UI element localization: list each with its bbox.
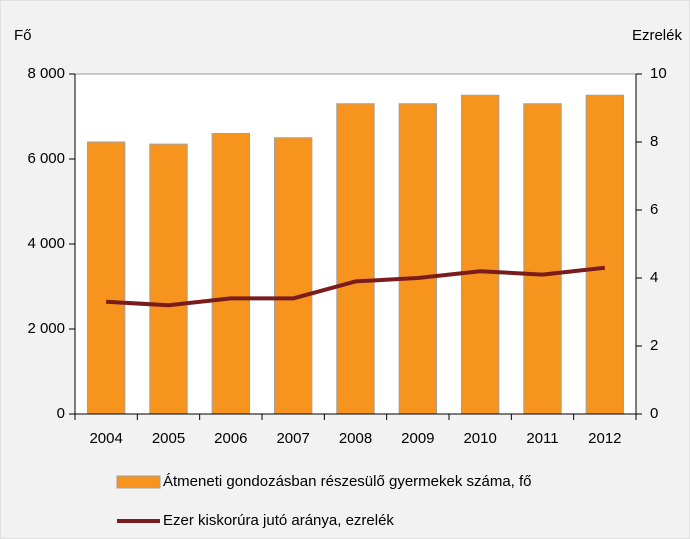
y2-tick-label: 2 (650, 337, 658, 354)
x-tick-label: 2011 (526, 430, 558, 447)
y2-tick-label: 4 (650, 269, 658, 286)
bar (585, 94, 625, 415)
y-tick-label: 4 000 (27, 235, 65, 252)
x-tick-label: 2004 (89, 430, 122, 447)
legend-label: Ezer kiskorúra jutó aránya, ezrelék (163, 512, 394, 529)
bar (86, 141, 126, 415)
y-tick-label: 2 000 (27, 320, 65, 337)
bar (523, 103, 562, 415)
bar (273, 137, 313, 415)
y2-tick-label: 6 (650, 201, 658, 218)
line (106, 265, 606, 308)
x-tick-label: 2009 (401, 430, 434, 447)
x-tick-label: 2006 (214, 430, 247, 447)
x-tick-label: 2012 (588, 430, 621, 447)
y-tick-label: 6 000 (27, 150, 65, 167)
y2-tick-label: 10 (650, 65, 667, 82)
legend-label: Átmeneti gondozásban részesülő gyermekek… (163, 473, 532, 490)
bar (460, 94, 500, 415)
y-tick-label: 0 (57, 405, 65, 422)
bar (336, 103, 375, 415)
x-tick-label: 2010 (463, 430, 496, 447)
bar (211, 133, 251, 415)
bar (398, 103, 438, 415)
x-tick-label: 2005 (152, 430, 185, 447)
x-tick-label: 2007 (276, 430, 309, 447)
bar (149, 143, 188, 415)
y2-tick-label: 8 (650, 133, 658, 150)
y-tick-label: 8 000 (27, 65, 65, 82)
x-tick-label: 2008 (339, 430, 372, 447)
legend-swatch (116, 475, 161, 489)
y2-axis-title: Ezrelék (632, 27, 683, 44)
y2-tick-label: 0 (650, 405, 658, 422)
y-axis-title: Fő (14, 27, 32, 44)
